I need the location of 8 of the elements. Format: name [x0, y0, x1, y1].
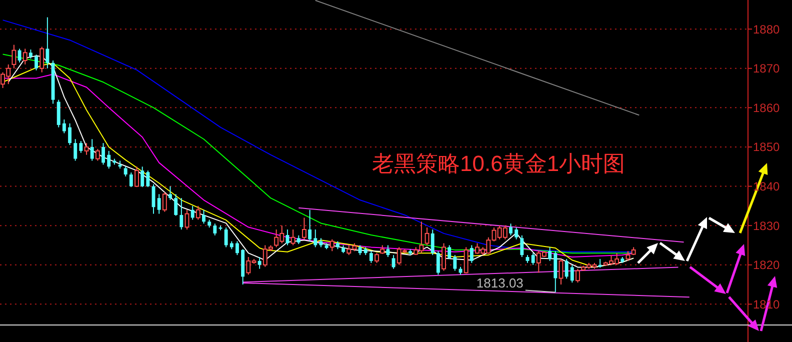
text: 老黑策略10.6黄金1小时图 [372, 151, 626, 176]
y-tick-label: 1850 [753, 140, 780, 154]
annotation: 1813.03 [476, 275, 524, 290]
y-tick-label: 1870 [753, 62, 780, 76]
y-tick-label: 1860 [753, 100, 780, 115]
y-tick-label: 1830 [753, 218, 780, 233]
y-tick-label: 1820 [753, 258, 780, 272]
y-tick-label: 1880 [753, 22, 780, 36]
